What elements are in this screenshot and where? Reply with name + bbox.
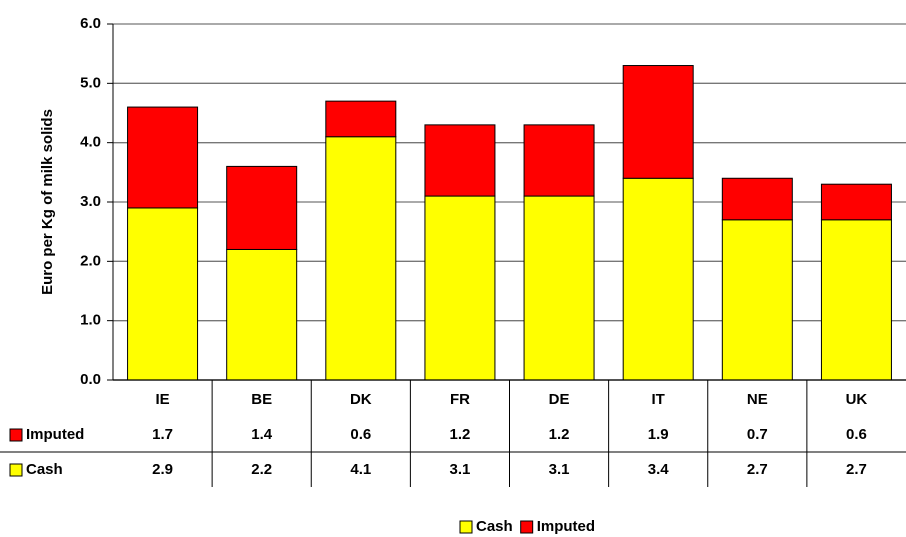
legend-swatch: [520, 520, 534, 534]
y-tick-label: 0.0: [80, 371, 101, 388]
y-axis-label: Euro per Kg of milk solids: [39, 109, 56, 295]
table-value: 0.6: [350, 426, 371, 443]
table-value: 1.2: [549, 426, 570, 443]
table-value: 1.4: [251, 426, 273, 443]
y-tick-label: 1.0: [80, 312, 101, 329]
table-value: 0.6: [846, 426, 867, 443]
bar-segment: [127, 106, 199, 209]
bar-segment: [325, 100, 397, 138]
table-value: 0.7: [747, 426, 768, 443]
bar-segment: [424, 124, 496, 197]
bar-segment: [226, 165, 298, 250]
y-tick-label: 2.0: [80, 252, 101, 269]
row-header: Imputed: [26, 426, 84, 443]
x-tick-label: DK: [350, 391, 372, 408]
x-tick-label: DE: [549, 391, 570, 408]
bar-segment: [820, 183, 892, 221]
y-tick-label: 6.0: [80, 15, 101, 32]
bar-segment: [424, 195, 496, 381]
legend-swatch: [9, 428, 23, 442]
table-value: 1.2: [450, 426, 471, 443]
table-value: 3.1: [450, 461, 471, 478]
table-value: 2.2: [251, 461, 272, 478]
table-value: 2.7: [747, 461, 768, 478]
legend-label: Cash: [476, 518, 513, 535]
table-value: 4.1: [350, 461, 371, 478]
table-value: 3.1: [549, 461, 570, 478]
x-tick-label: BE: [251, 391, 272, 408]
bar-segment: [721, 177, 793, 221]
bar-segment: [523, 195, 595, 381]
legend-swatch: [9, 463, 23, 477]
row-header: Cash: [26, 461, 63, 478]
table-value: 1.7: [152, 426, 173, 443]
legend-label: Imputed: [537, 518, 595, 535]
legend-swatch: [459, 520, 473, 534]
table-value: 3.4: [648, 461, 670, 478]
bar-segment: [325, 136, 397, 381]
x-tick-label: IT: [652, 391, 665, 408]
bar-segment: [820, 219, 892, 381]
bar-segment: [523, 124, 595, 197]
table-value: 2.7: [846, 461, 867, 478]
bar-segment: [127, 207, 199, 381]
y-tick-label: 4.0: [80, 134, 101, 151]
x-tick-label: FR: [450, 391, 470, 408]
bar-segment: [721, 219, 793, 381]
x-tick-label: IE: [155, 391, 169, 408]
y-tick-label: 5.0: [80, 74, 101, 91]
x-tick-label: UK: [846, 391, 868, 408]
x-tick-label: NE: [747, 391, 768, 408]
bar-segment: [226, 248, 298, 381]
bar-segment: [622, 65, 694, 179]
table-value: 1.9: [648, 426, 669, 443]
bar-segment: [622, 177, 694, 381]
table-value: 2.9: [152, 461, 173, 478]
y-tick-label: 3.0: [80, 193, 101, 210]
